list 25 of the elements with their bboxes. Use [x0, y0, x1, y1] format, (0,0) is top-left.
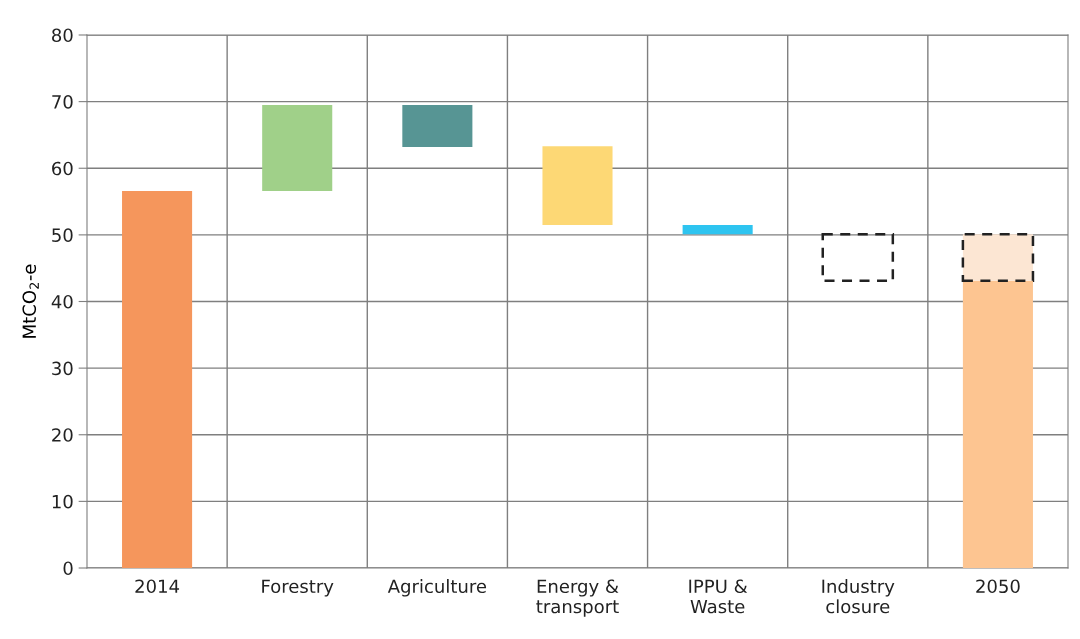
x-tick-label: Industry closure [822, 579, 895, 614]
bar [961, 232, 1035, 283]
x-tick-label: Agriculture [387, 579, 487, 597]
y-tick-label: 20 [52, 428, 73, 442]
bar [542, 146, 613, 225]
y-tick-label: 60 [52, 161, 73, 176]
bar [682, 224, 753, 235]
y-tick-label: 40 [51, 294, 73, 309]
bar [962, 280, 1033, 568]
y-tick-label: 50 [52, 228, 73, 242]
bar [402, 104, 473, 147]
y-tick-label: 70 [52, 95, 73, 109]
x-tick-label: 2050 [976, 579, 1020, 594]
x-tick-label: 2014 [135, 579, 180, 594]
y-tick-label: 30 [52, 361, 73, 376]
y-tick-label: 0 [63, 561, 73, 576]
x-tick-label: Forestry [262, 579, 334, 597]
bar [821, 232, 895, 283]
x-tick-label: Energy & transport [536, 579, 619, 617]
y-axis-title: MtCO$_{2}$-e [22, 264, 39, 338]
y-tick-label: 10 [52, 494, 73, 509]
x-tick-label: IPPU & Waste [689, 579, 748, 614]
bar [122, 190, 193, 568]
y-tick-label: 80 [52, 28, 73, 43]
bar [262, 104, 333, 191]
